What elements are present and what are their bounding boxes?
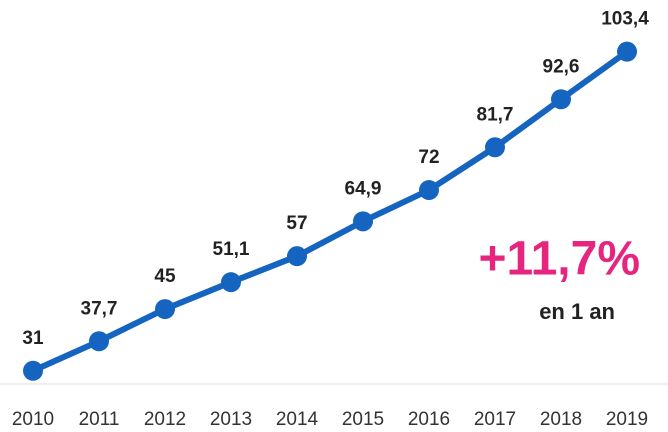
value-label: 72 [418, 147, 439, 168]
x-tick-label: 2011 [79, 409, 120, 430]
point [89, 331, 109, 352]
x-tick-label: 2010 [12, 409, 54, 430]
value-label: 45 [154, 266, 176, 287]
point [617, 41, 637, 62]
x-tick-label: 2014 [276, 409, 319, 430]
x-tick-label: 2018 [540, 409, 582, 430]
x-tick-label: 2016 [408, 409, 450, 430]
line [31, 49, 629, 374]
point [287, 246, 307, 267]
point [419, 180, 439, 201]
point [485, 137, 505, 158]
point [155, 299, 175, 320]
point [551, 89, 571, 110]
value-label: 81,7 [477, 104, 514, 125]
value-label: 92,6 [543, 56, 580, 77]
annotation-period: en 1 an [539, 299, 615, 324]
value-label: 57 [286, 213, 307, 234]
point [221, 272, 241, 293]
point [353, 211, 373, 232]
x-tick-label: 2012 [144, 409, 186, 430]
x-tick-label: 2017 [474, 409, 516, 430]
value-label: 103,4 [601, 9, 649, 30]
value-label: 37,7 [81, 298, 118, 319]
value-label: 31 [22, 328, 44, 349]
annotation-change: +11,7% [479, 233, 640, 286]
value-label: 51,1 [213, 239, 250, 260]
x-tick-label: 2015 [342, 409, 384, 430]
point [23, 360, 43, 381]
x-tick-label: 2013 [210, 409, 252, 430]
value-label: 64,9 [345, 178, 382, 199]
x-tick-label: 2019 [606, 409, 648, 430]
